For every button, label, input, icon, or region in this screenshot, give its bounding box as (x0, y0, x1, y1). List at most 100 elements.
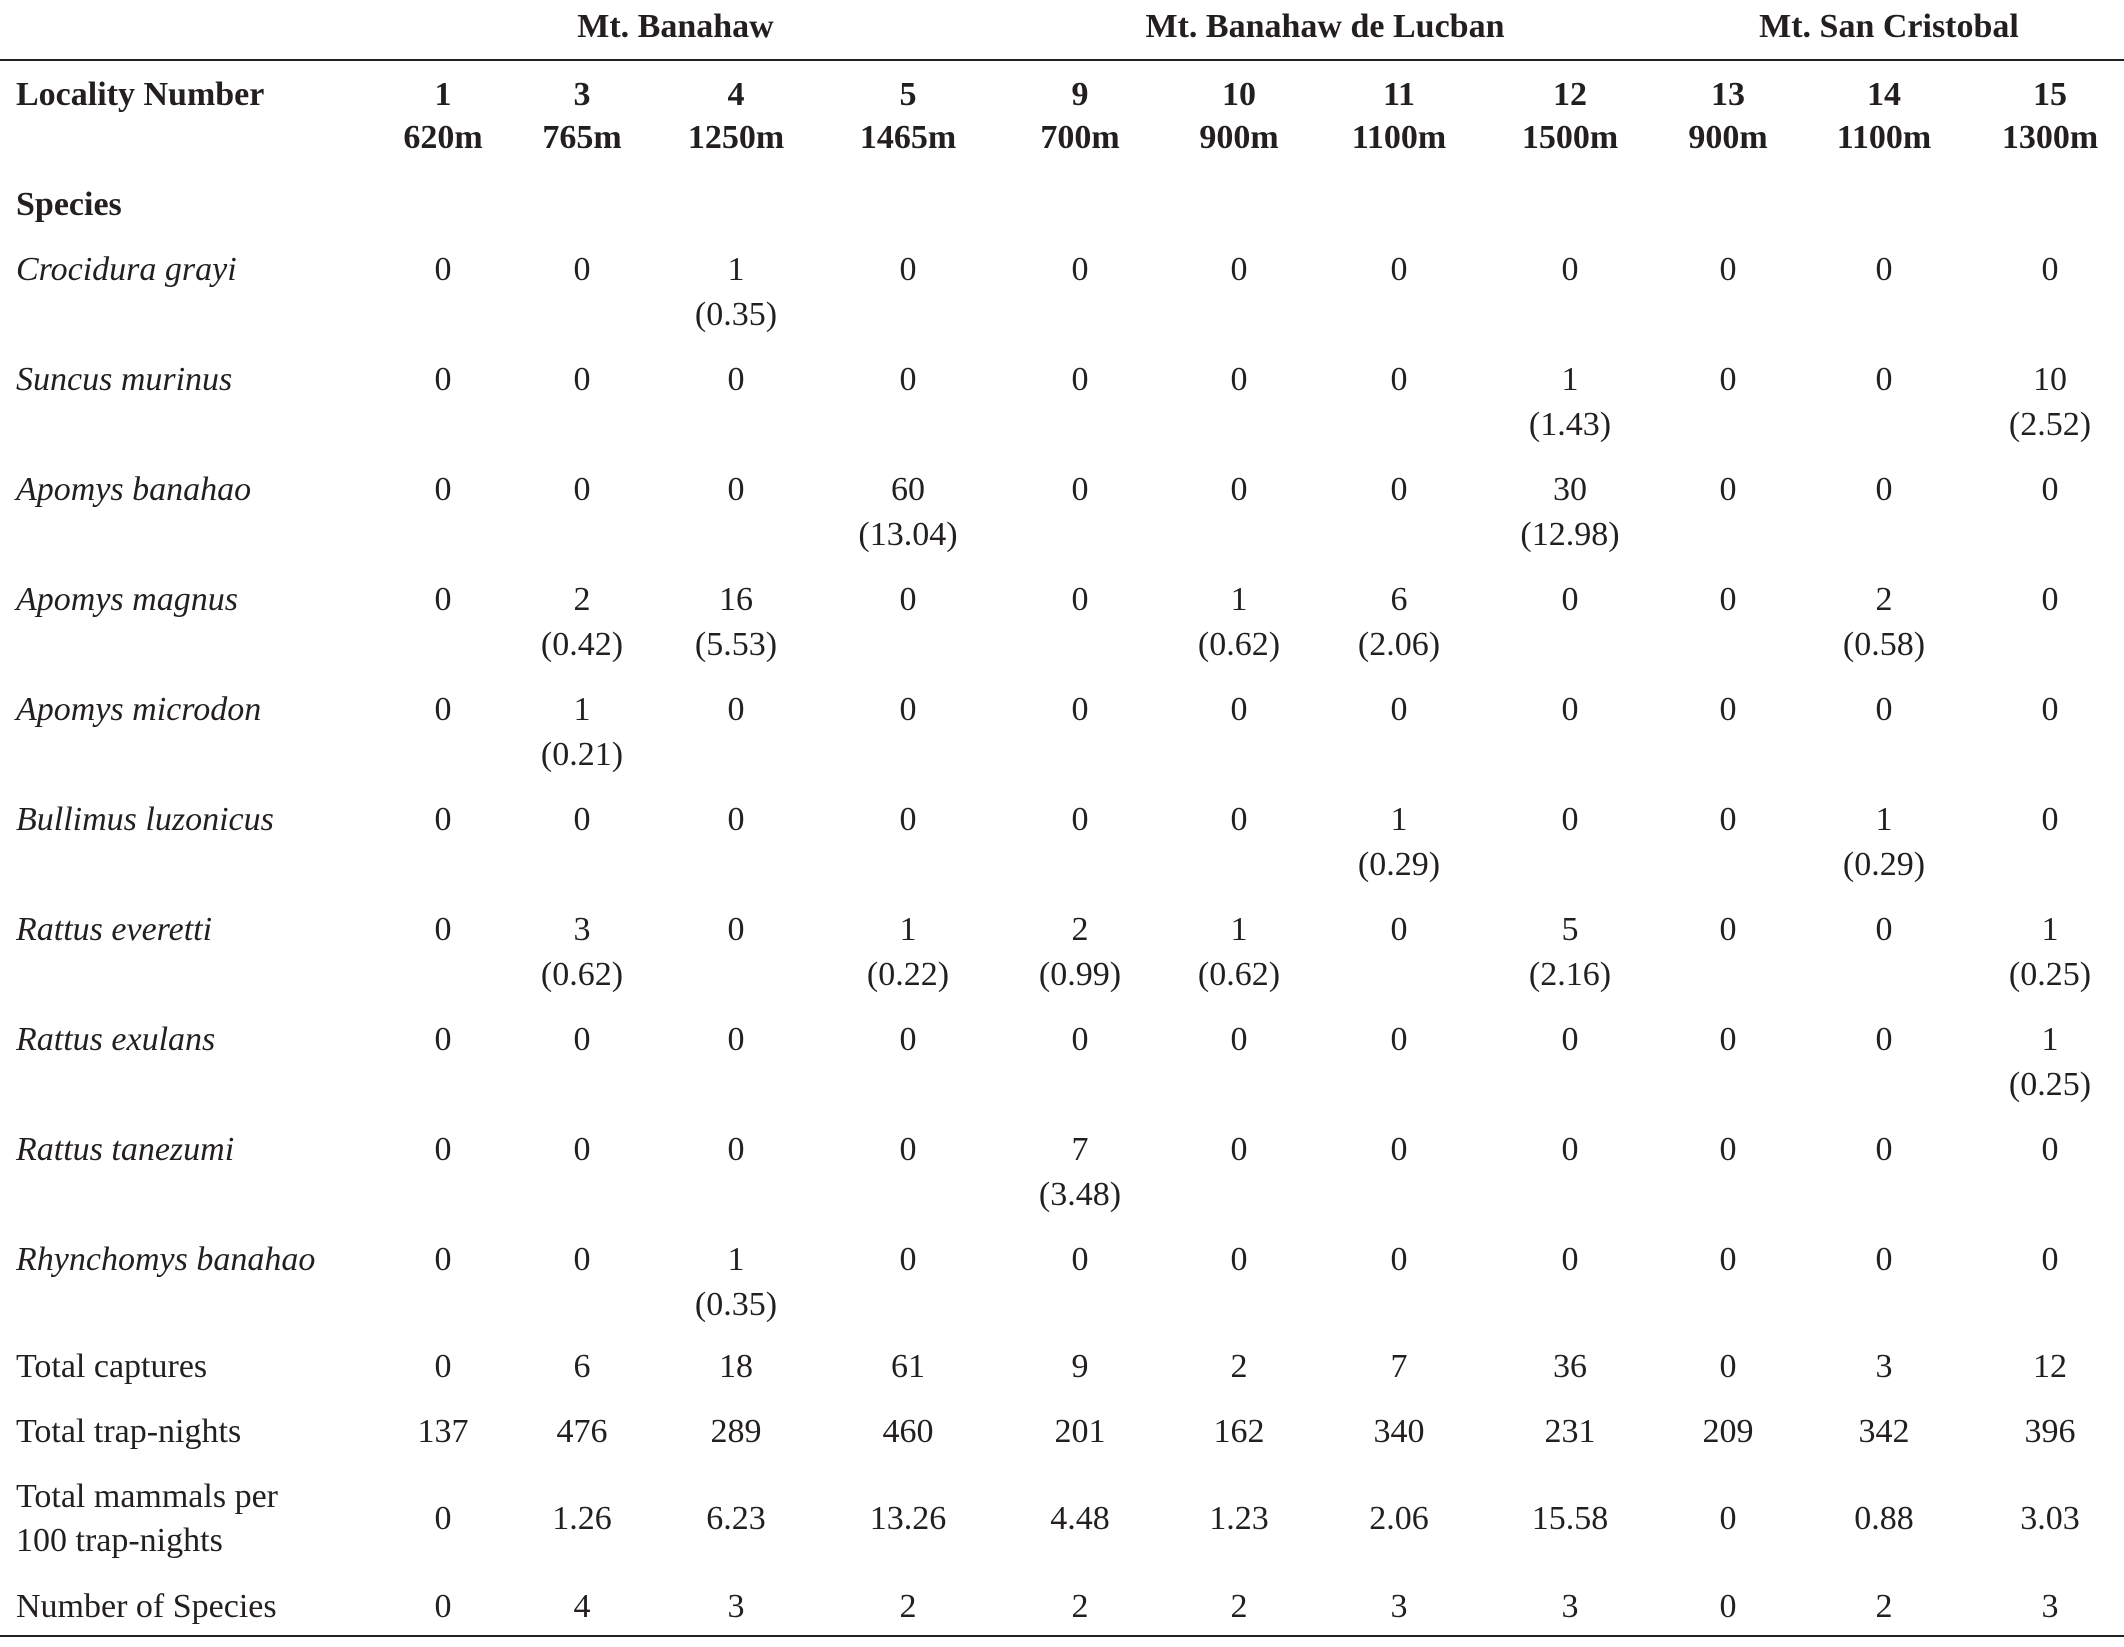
count-cell: 1 (1875, 801, 1893, 838)
count-cell: 16 (719, 581, 753, 618)
summary-value: 2 (1875, 1588, 1893, 1625)
summary-label: Total trap-nights (16, 1413, 242, 1450)
count-cell: 0 (573, 251, 591, 288)
species-name: Rhynchomys banahao (16, 1241, 316, 1278)
count-cell: 0 (1875, 1241, 1893, 1278)
rate-cell: (0.62) (540, 956, 624, 993)
locality-elevation: 620m (403, 119, 483, 156)
count-cell: 0 (1230, 691, 1248, 728)
count-cell: 0 (1390, 1241, 1408, 1278)
species-name: Apomys banahao (16, 471, 252, 508)
count-cell: 0 (1390, 691, 1408, 728)
summary-value: 340 (1373, 1413, 1425, 1450)
count-cell: 0 (1230, 251, 1248, 288)
count-cell: 0 (1719, 361, 1737, 398)
count-cell: 0 (1071, 251, 1089, 288)
summary-value: 7 (1390, 1348, 1408, 1385)
count-cell: 0 (1875, 471, 1893, 508)
count-cell: 0 (434, 471, 452, 508)
summary-label: Number of Species (16, 1588, 277, 1625)
count-cell: 0 (899, 1241, 917, 1278)
count-cell: 1 (1561, 361, 1579, 398)
summary-value: 3.03 (2020, 1500, 2080, 1537)
count-cell: 0 (1875, 1021, 1893, 1058)
summary-value: 6.23 (706, 1500, 766, 1537)
count-cell: 0 (1875, 251, 1893, 288)
summary-value: 18 (719, 1348, 753, 1385)
summary-value: 0.88 (1854, 1500, 1914, 1537)
count-cell: 0 (1719, 471, 1737, 508)
count-cell: 0 (727, 801, 745, 838)
count-cell: 0 (899, 1131, 917, 1168)
summary-value: 231 (1544, 1413, 1596, 1450)
count-cell: 7 (1071, 1131, 1089, 1168)
count-cell: 0 (1719, 911, 1737, 948)
locality-elevation: 1250m (687, 119, 785, 156)
count-cell: 0 (1390, 1131, 1408, 1168)
count-cell: 1 (2041, 911, 2059, 948)
count-cell: 1 (727, 251, 745, 288)
count-cell: 0 (1390, 251, 1408, 288)
count-cell: 0 (434, 251, 452, 288)
summary-value: 2 (1071, 1588, 1089, 1625)
count-cell: 0 (1230, 361, 1248, 398)
locality-elevation: 1100m (1351, 119, 1447, 156)
rate-cell: (2.06) (1357, 626, 1441, 663)
summary-value: 201 (1054, 1413, 1106, 1450)
species-name: Apomys microdon (16, 691, 262, 728)
count-cell: 0 (727, 361, 745, 398)
summary-value: 289 (710, 1413, 762, 1450)
count-cell: 0 (2041, 801, 2059, 838)
rate-cell: (1.43) (1528, 406, 1612, 443)
count-cell: 0 (727, 471, 745, 508)
count-cell: 0 (1719, 1131, 1737, 1168)
count-cell: 10 (2033, 361, 2067, 398)
locality-number: 13 (1711, 76, 1745, 113)
summary-value: 2 (1230, 1588, 1248, 1625)
rate-cell: (0.35) (694, 296, 778, 333)
count-cell: 0 (1719, 581, 1737, 618)
count-cell: 1 (1230, 581, 1248, 618)
count-cell: 0 (899, 691, 917, 728)
count-cell: 0 (1561, 801, 1579, 838)
rate-cell: (0.22) (866, 956, 950, 993)
locality-elevation: 1465m (859, 119, 957, 156)
rate-cell: (2.16) (1528, 956, 1612, 993)
count-cell: 0 (573, 361, 591, 398)
rate-cell: (12.98) (1520, 516, 1620, 553)
rate-cell: (3.48) (1038, 1176, 1122, 1213)
species-name: Bullimus luzonicus (16, 801, 274, 838)
summary-value: 4.48 (1050, 1500, 1110, 1537)
count-cell: 0 (2041, 1131, 2059, 1168)
count-cell: 5 (1561, 911, 1579, 948)
count-cell: 1 (727, 1241, 745, 1278)
locality-number: 9 (1071, 76, 1089, 113)
count-cell: 0 (727, 1021, 745, 1058)
rate-cell: (0.25) (2008, 956, 2092, 993)
count-cell: 0 (1071, 691, 1089, 728)
count-cell: 0 (1875, 1131, 1893, 1168)
count-cell: 6 (1390, 581, 1408, 618)
count-cell: 0 (434, 1241, 452, 1278)
count-cell: 1 (573, 691, 591, 728)
locality-number: 5 (899, 76, 917, 113)
summary-value: 2 (899, 1588, 917, 1625)
count-cell: 0 (1719, 1021, 1737, 1058)
rate-cell: (0.62) (1197, 956, 1281, 993)
summary-value: 9 (1071, 1348, 1089, 1385)
rate-cell: (0.62) (1197, 626, 1281, 663)
count-cell: 0 (2041, 581, 2059, 618)
count-cell: 0 (1071, 801, 1089, 838)
summary-value: 0 (1719, 1348, 1737, 1385)
locality-number: 3 (573, 76, 591, 113)
group-header: Mt. Banahaw (577, 8, 774, 45)
count-cell: 0 (434, 361, 452, 398)
count-cell: 0 (573, 1131, 591, 1168)
summary-value: 342 (1858, 1413, 1910, 1450)
summary-value: 0 (434, 1348, 452, 1385)
summary-value: 2.06 (1369, 1500, 1429, 1537)
locality-elevation: 1100m (1836, 119, 1932, 156)
species-name: Apomys magnus (16, 581, 238, 618)
count-cell: 0 (1390, 471, 1408, 508)
